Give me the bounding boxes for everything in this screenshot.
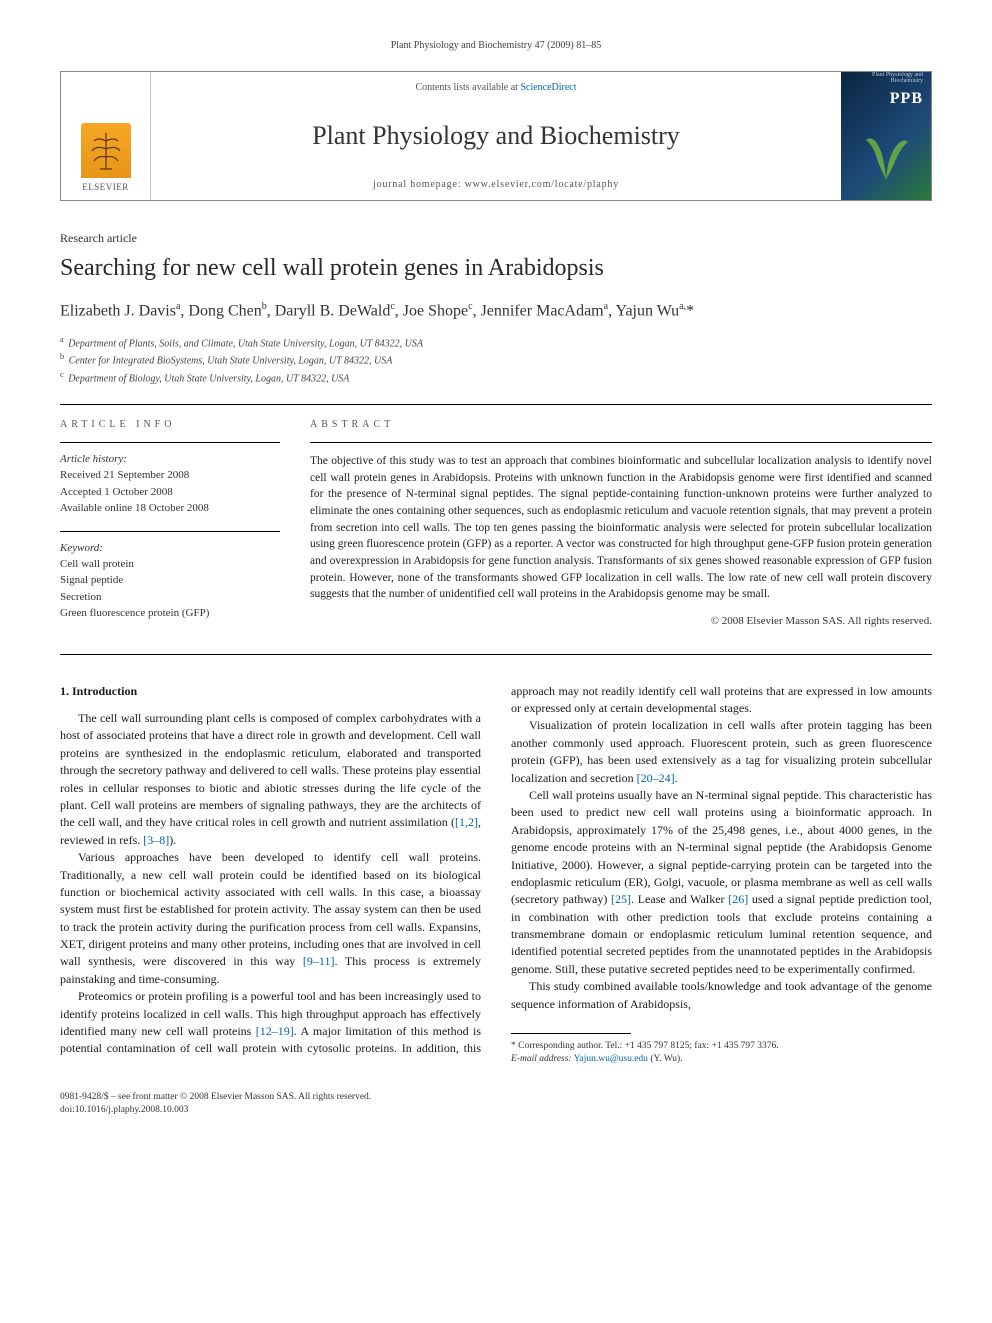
contents-prefix: Contents lists available at xyxy=(415,82,520,93)
running-header: Plant Physiology and Biochemistry 47 (20… xyxy=(60,40,932,51)
divider xyxy=(60,531,280,532)
journal-homepage-line: journal homepage: www.elsevier.com/locat… xyxy=(171,179,821,190)
body-paragraph: Cell wall proteins usually have an N-ter… xyxy=(511,787,932,978)
abstract-column: ABSTRACT The objective of this study was… xyxy=(310,419,932,636)
footer-copyright: 0981-9428/$ – see front matter © 2008 El… xyxy=(60,1091,932,1104)
citation-ref[interactable]: [1,2] xyxy=(455,815,478,829)
publisher-logo-block: ELSEVIER xyxy=(61,72,151,200)
corresponding-author-footnote: * Corresponding author. Tel.: +1 435 797… xyxy=(511,1040,932,1067)
divider xyxy=(310,442,932,443)
elsevier-tree-icon xyxy=(81,123,131,178)
keyword-label: Keyword: xyxy=(60,542,280,554)
keyword-list: Cell wall proteinSignal peptideSecretion… xyxy=(60,556,280,622)
history-list: Received 21 September 2008Accepted 1 Oct… xyxy=(60,467,280,517)
body-paragraph: Visualization of protein localization in… xyxy=(511,717,932,787)
citation-ref[interactable]: [26] xyxy=(728,892,748,906)
article-type: Research article xyxy=(60,231,932,246)
history-label: Article history: xyxy=(60,453,280,465)
article-info-column: ARTICLE INFO Article history: Received 2… xyxy=(60,419,280,636)
cover-subtitle: Plant Physiology and Biochemistry xyxy=(841,72,931,84)
journal-title: Plant Physiology and Biochemistry xyxy=(171,121,821,151)
journal-cover-thumbnail: Plant Physiology and Biochemistry PPB xyxy=(841,72,931,200)
body-text: 1. Introduction The cell wall surroundin… xyxy=(60,683,932,1067)
page-footer: 0981-9428/$ – see front matter © 2008 El… xyxy=(60,1091,932,1118)
body-paragraph: This study combined available tools/know… xyxy=(511,978,932,1013)
citation-ref[interactable]: [3–8] xyxy=(143,833,169,847)
article-info-heading: ARTICLE INFO xyxy=(60,419,280,430)
citation-ref[interactable]: [9–11] xyxy=(303,954,335,968)
abstract-copyright: © 2008 Elsevier Masson SAS. All rights r… xyxy=(310,615,932,627)
article-title: Searching for new cell wall protein gene… xyxy=(60,254,932,283)
email-attribution: (Y. Wu). xyxy=(650,1054,682,1064)
keyword-item: Cell wall protein xyxy=(60,556,280,573)
history-item: Available online 18 October 2008 xyxy=(60,500,280,517)
affiliations: a Department of Plants, Soils, and Clima… xyxy=(60,334,932,386)
citation-ref[interactable]: [25] xyxy=(611,892,631,906)
banner-center: Contents lists available at ScienceDirec… xyxy=(151,72,841,200)
affiliation-line: c Department of Biology, Utah State Univ… xyxy=(60,369,932,386)
history-item: Accepted 1 October 2008 xyxy=(60,484,280,501)
cover-abbrev: PPB xyxy=(841,84,931,114)
footnote-divider xyxy=(511,1033,631,1034)
affiliation-line: b Center for Integrated BioSystems, Utah… xyxy=(60,351,932,368)
publisher-name: ELSEVIER xyxy=(82,182,129,192)
keyword-item: Secretion xyxy=(60,589,280,606)
divider xyxy=(60,442,280,443)
journal-banner: ELSEVIER Contents lists available at Sci… xyxy=(60,71,932,201)
homepage-prefix: journal homepage: xyxy=(373,179,465,190)
sciencedirect-link[interactable]: ScienceDirect xyxy=(520,82,576,93)
email-label: E-mail address: xyxy=(511,1054,572,1064)
body-paragraph: Various approaches have been developed t… xyxy=(60,849,481,988)
abstract-heading: ABSTRACT xyxy=(310,419,932,430)
divider xyxy=(60,654,932,655)
homepage-url: www.elsevier.com/locate/plaphy xyxy=(465,179,619,190)
contents-available-line: Contents lists available at ScienceDirec… xyxy=(171,82,821,93)
section-heading-intro: 1. Introduction xyxy=(60,683,481,700)
body-paragraph: The cell wall surrounding plant cells is… xyxy=(60,710,481,849)
abstract-text: The objective of this study was to test … xyxy=(310,453,932,603)
keyword-item: Green fluorescence protein (GFP) xyxy=(60,605,280,622)
cover-art-icon xyxy=(841,114,931,200)
history-item: Received 21 September 2008 xyxy=(60,467,280,484)
author-list: Elizabeth J. Davisa, Dong Chenb, Daryll … xyxy=(60,301,932,320)
footer-doi: doi:10.1016/j.plaphy.2008.10.003 xyxy=(60,1104,932,1117)
affiliation-line: a Department of Plants, Soils, and Clima… xyxy=(60,334,932,351)
citation-ref[interactable]: [12–19] xyxy=(256,1024,294,1038)
citation-ref[interactable]: [20–24] xyxy=(637,771,675,785)
keyword-item: Signal peptide xyxy=(60,572,280,589)
corresponding-email-link[interactable]: Yajun.wu@usu.edu xyxy=(574,1054,648,1064)
footnote-tel-fax: * Corresponding author. Tel.: +1 435 797… xyxy=(511,1040,932,1053)
